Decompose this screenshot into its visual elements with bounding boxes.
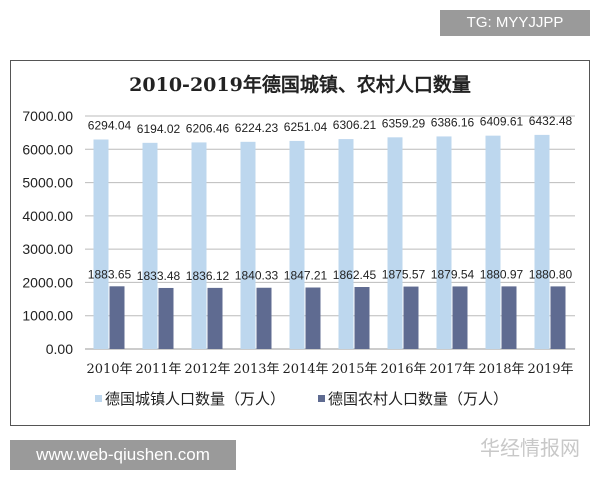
data-label: 1880.97	[480, 267, 524, 281]
x-tick-label: 2016年	[380, 362, 426, 377]
data-label: 1875.57	[382, 268, 426, 282]
site-label: www.web-qiushen.com	[10, 440, 236, 470]
y-tick-label: 0.00	[46, 341, 73, 357]
bar-urban	[436, 136, 452, 349]
bar-rural	[158, 287, 174, 349]
bar-urban	[338, 139, 354, 349]
bar-rural	[403, 286, 419, 349]
data-label: 6194.02	[137, 122, 181, 136]
x-tick-label: 2019年	[527, 362, 573, 377]
bar-urban	[387, 137, 403, 349]
bar-urban	[289, 140, 305, 349]
data-label: 6294.04	[88, 118, 132, 132]
x-tick-label: 2017年	[429, 362, 475, 377]
data-label: 1862.45	[333, 268, 377, 282]
x-tick-label: 2014年	[282, 362, 328, 377]
legend-label: 德国农村人口数量（万人）	[328, 390, 508, 408]
bar-urban	[191, 142, 207, 349]
data-label: 1840.33	[235, 269, 279, 283]
data-label: 6432.48	[529, 114, 573, 128]
chart-title: 2010-2019年德国城镇、农村人口数量	[129, 74, 471, 96]
data-label: 1879.54	[431, 267, 475, 281]
bar-urban	[142, 142, 158, 349]
data-label: 6251.04	[284, 120, 328, 134]
bar-urban	[534, 134, 550, 349]
x-tick-label: 2011年	[135, 362, 181, 377]
data-label: 6206.46	[186, 121, 230, 135]
x-tick-label: 2013年	[233, 362, 279, 377]
bar-rural	[501, 286, 517, 349]
y-tick-label: 1000.00	[22, 308, 73, 324]
y-tick-label: 6000.00	[22, 141, 73, 157]
legend-label: 德国城镇人口数量（万人）	[105, 390, 285, 408]
data-label: 1836.12	[186, 269, 230, 283]
legend-swatch	[318, 395, 325, 402]
bar-rural	[109, 286, 125, 349]
bar-rural	[305, 287, 321, 349]
chart-frame	[10, 60, 590, 426]
data-label: 1847.21	[284, 269, 328, 283]
y-tick-label: 2000.00	[22, 274, 73, 290]
x-tick-label: 2012年	[184, 362, 230, 377]
bar-rural	[207, 287, 223, 349]
bar-rural	[452, 286, 468, 349]
data-label: 1880.80	[529, 267, 573, 281]
bar-urban	[485, 135, 501, 349]
bar-rural	[354, 287, 370, 349]
data-label: 6386.16	[431, 115, 475, 129]
x-tick-label: 2018年	[478, 362, 524, 377]
legend-swatch	[95, 395, 102, 402]
data-label: 6306.21	[333, 118, 377, 132]
data-label: 6224.23	[235, 121, 279, 135]
data-label: 6409.61	[480, 115, 524, 129]
y-tick-label: 5000.00	[22, 175, 73, 191]
tg-tag: TG: MYYJJPP	[440, 10, 590, 36]
y-tick-label: 7000.00	[22, 108, 73, 124]
bar-urban	[240, 141, 256, 349]
y-tick-label: 3000.00	[22, 241, 73, 257]
data-label: 1883.65	[88, 267, 132, 281]
x-tick-label: 2015年	[331, 362, 377, 377]
bar-urban	[93, 139, 109, 349]
bar-rural	[256, 287, 272, 349]
y-tick-label: 4000.00	[22, 208, 73, 224]
bar-rural	[550, 286, 566, 349]
data-label: 1833.48	[137, 269, 181, 283]
watermark-logo: 华经情报网	[480, 438, 580, 460]
data-label: 6359.29	[382, 116, 426, 130]
x-tick-label: 2010年	[86, 362, 132, 377]
